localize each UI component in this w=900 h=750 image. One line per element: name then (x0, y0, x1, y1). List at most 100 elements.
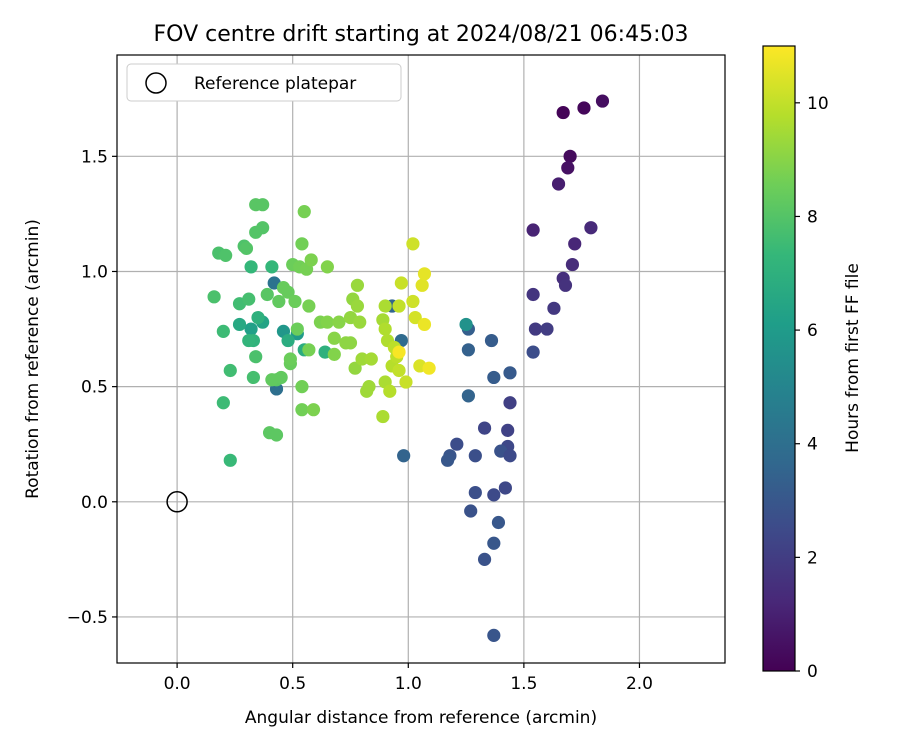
data-point (558, 278, 573, 292)
data-point (397, 449, 411, 463)
data-point (364, 352, 378, 366)
data-point (477, 421, 492, 435)
data-point (244, 260, 258, 274)
data-point (320, 260, 334, 274)
data-point (526, 287, 540, 302)
data-point (406, 294, 420, 309)
data-point (551, 177, 566, 191)
data-point (348, 361, 362, 375)
data-point (353, 315, 367, 329)
data-point (207, 290, 221, 304)
data-point (526, 345, 540, 359)
data-point (568, 237, 582, 251)
x-tick-label: 1.5 (510, 674, 537, 694)
data-point (272, 294, 286, 309)
colorbar-tick-label: 8 (807, 207, 818, 227)
legend-box (126, 63, 402, 102)
data-point (526, 223, 540, 237)
data-point (260, 287, 274, 302)
data-point (468, 485, 482, 500)
data-point (461, 343, 475, 357)
data-point (242, 292, 256, 306)
data-point (565, 257, 580, 272)
data-point (415, 278, 429, 292)
data-point (306, 403, 321, 417)
data-point (269, 428, 284, 442)
data-point (256, 198, 270, 212)
colorbar-tick-label: 6 (807, 321, 818, 341)
colorbar-gradient (763, 46, 795, 671)
x-tick-label: 0.5 (279, 674, 306, 694)
data-point (417, 317, 432, 332)
legend-reference-marker (145, 72, 167, 94)
data-point (223, 453, 237, 467)
data-point (246, 370, 260, 385)
data-point (327, 331, 341, 345)
data-point (408, 310, 422, 325)
data-point (383, 384, 397, 398)
data-point (584, 221, 598, 235)
data-point (249, 350, 263, 364)
data-point (295, 237, 309, 251)
data-point (487, 488, 501, 502)
x-tick-label: 2.0 (626, 674, 653, 694)
data-point (320, 315, 334, 329)
plot-area: 0.0 0.5 1.0 1.5 2.0 −0.5 0.0 0.5 1.0 1.5 (67, 54, 726, 694)
data-point (216, 324, 230, 338)
data-point (355, 352, 369, 366)
y-tick-label: 1.5 (81, 147, 108, 167)
data-point (378, 322, 392, 336)
data-point (392, 345, 406, 359)
colorbar-label: Hours from first FF file (843, 263, 863, 453)
colorbar-tick-label: 10 (807, 94, 829, 114)
colorbar: 0 2 4 6 8 10 Hours from first FF file (762, 45, 863, 682)
y-tick-label: 1.0 (81, 262, 108, 282)
data-point (487, 628, 501, 642)
data-point (477, 552, 492, 566)
data-point (232, 317, 247, 332)
data-point (302, 343, 316, 357)
data-point (378, 299, 392, 313)
data-point (487, 536, 501, 550)
data-point (487, 370, 501, 385)
plot-frame (116, 54, 726, 664)
data-point (304, 253, 318, 267)
data-point (484, 333, 499, 348)
y-tick-label: 0.5 (81, 378, 108, 398)
data-point (343, 336, 358, 350)
data-point (392, 299, 406, 313)
data-point (577, 101, 591, 115)
data-point (561, 161, 575, 175)
data-point (350, 299, 365, 313)
data-point (406, 237, 420, 251)
data-point (459, 317, 473, 332)
y-tick-label: 0.0 (81, 493, 108, 513)
data-point (244, 322, 258, 336)
data-point (281, 333, 295, 348)
data-point (295, 380, 309, 394)
reference-marker (166, 491, 188, 513)
data-point (468, 449, 482, 463)
data-point (503, 449, 517, 463)
data-point (464, 504, 478, 518)
data-point (256, 221, 270, 235)
data-point (556, 105, 570, 120)
x-tick-label: 0.0 (164, 674, 191, 694)
data-point (440, 453, 455, 467)
data-point (216, 396, 230, 410)
data-point (288, 294, 302, 309)
data-point (219, 248, 233, 262)
data-point (394, 276, 408, 290)
data-point (392, 363, 406, 378)
legend-reference-label: Reference platepar (194, 74, 356, 94)
colorbar-tick-label: 2 (807, 548, 818, 568)
data-point (290, 322, 304, 336)
data-point (540, 322, 554, 336)
data-point (332, 315, 346, 329)
data-point (491, 515, 506, 530)
data-point (242, 333, 256, 348)
data-point (376, 409, 390, 424)
data-point (295, 403, 309, 417)
colorbar-frame (762, 45, 796, 672)
